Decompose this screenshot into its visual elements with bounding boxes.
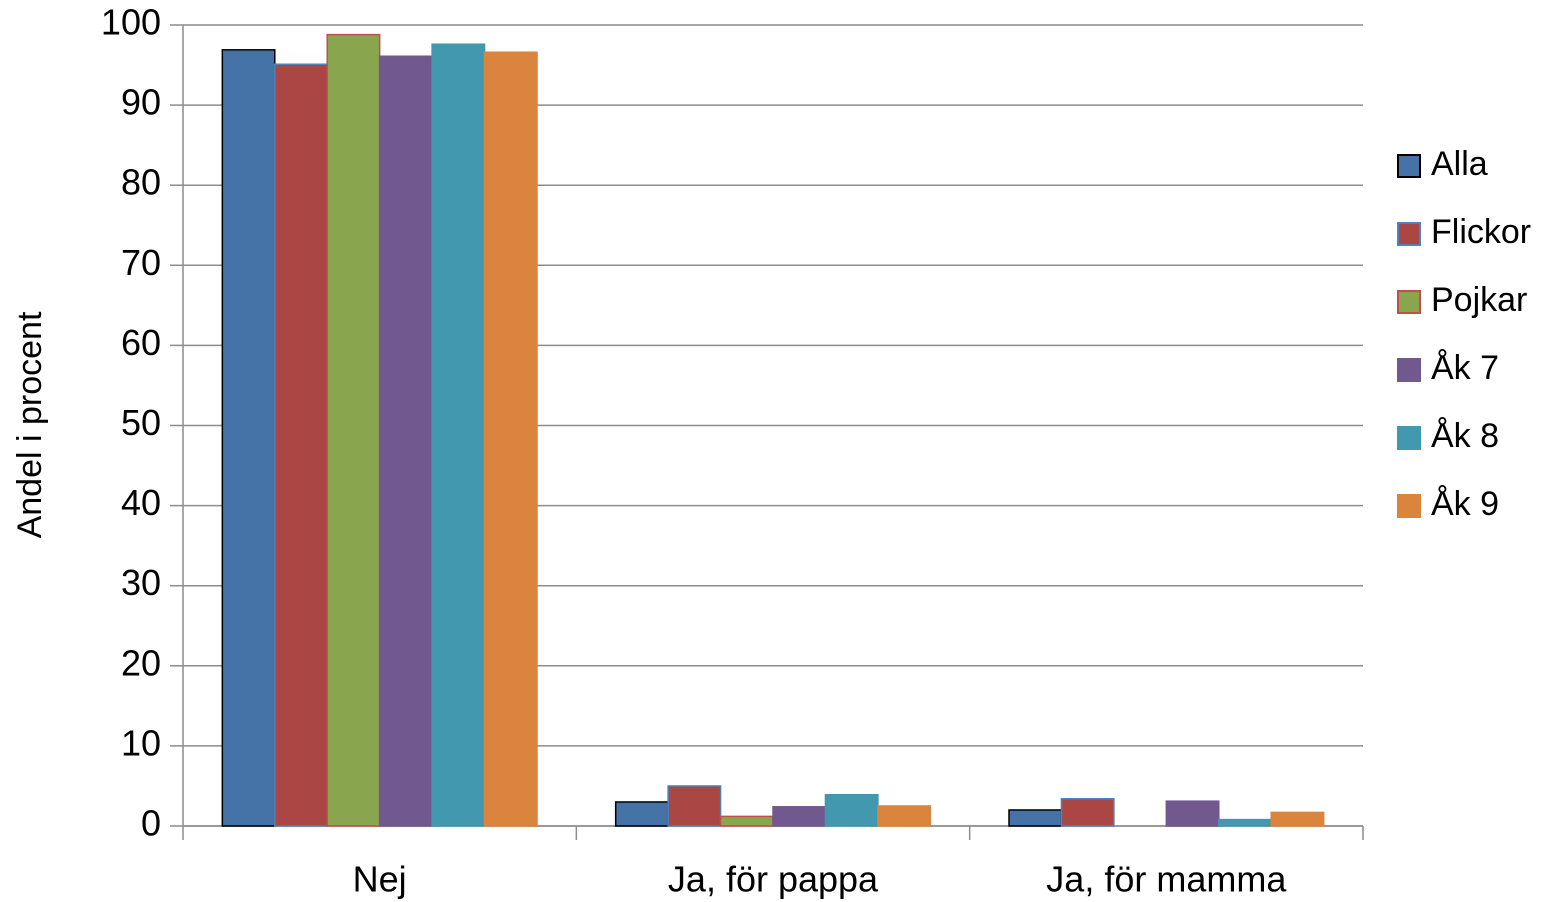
bar: [772, 806, 827, 827]
legend-swatch: [1397, 154, 1421, 178]
y-tick-label: 100: [101, 2, 161, 43]
legend-swatch: [1397, 290, 1421, 314]
legend-label: Åk 8: [1431, 417, 1499, 455]
bar: [221, 49, 276, 827]
legend-label: Alla: [1431, 145, 1488, 183]
bar: [326, 33, 381, 827]
y-tick-label: 10: [121, 722, 161, 763]
y-tick-label: 60: [121, 322, 161, 363]
bar: [824, 794, 879, 827]
bar: [274, 63, 328, 827]
legend-label: Flickor: [1431, 213, 1531, 251]
bar: [614, 801, 669, 827]
y-tick-label: 40: [121, 482, 161, 523]
y-axis-label: Andel i procent: [11, 311, 49, 538]
bar: [719, 815, 774, 827]
legend-swatch: [1397, 494, 1421, 518]
bar: [1218, 818, 1272, 827]
legend-label: Pojkar: [1431, 281, 1527, 319]
x-tick-label: Ja, för pappa: [668, 859, 879, 900]
x-tick-label: Nej: [353, 859, 407, 900]
y-tick-label: 90: [121, 82, 161, 123]
y-tick-label: 30: [121, 562, 161, 603]
bar: [378, 55, 433, 827]
bar: [877, 805, 932, 827]
bar: [1165, 800, 1220, 827]
y-tick-label: 80: [121, 162, 161, 203]
bar: [1008, 809, 1063, 827]
bar: [1270, 811, 1325, 827]
legend-swatch: [1397, 358, 1421, 382]
y-tick-label: 50: [121, 402, 161, 443]
x-tick-label: Ja, för mamma: [1046, 859, 1287, 900]
bar: [1060, 798, 1115, 827]
legend-label: Åk 9: [1431, 485, 1499, 523]
legend-label: Åk 7: [1431, 349, 1499, 387]
y-tick-label: 20: [121, 642, 161, 683]
bar: [483, 51, 538, 827]
legend-swatch: [1397, 426, 1421, 450]
y-tick-label: 0: [141, 803, 161, 844]
bar: [431, 43, 486, 827]
legend-swatch: [1397, 222, 1421, 246]
bar: [667, 785, 722, 827]
y-tick-label: 70: [121, 242, 161, 283]
